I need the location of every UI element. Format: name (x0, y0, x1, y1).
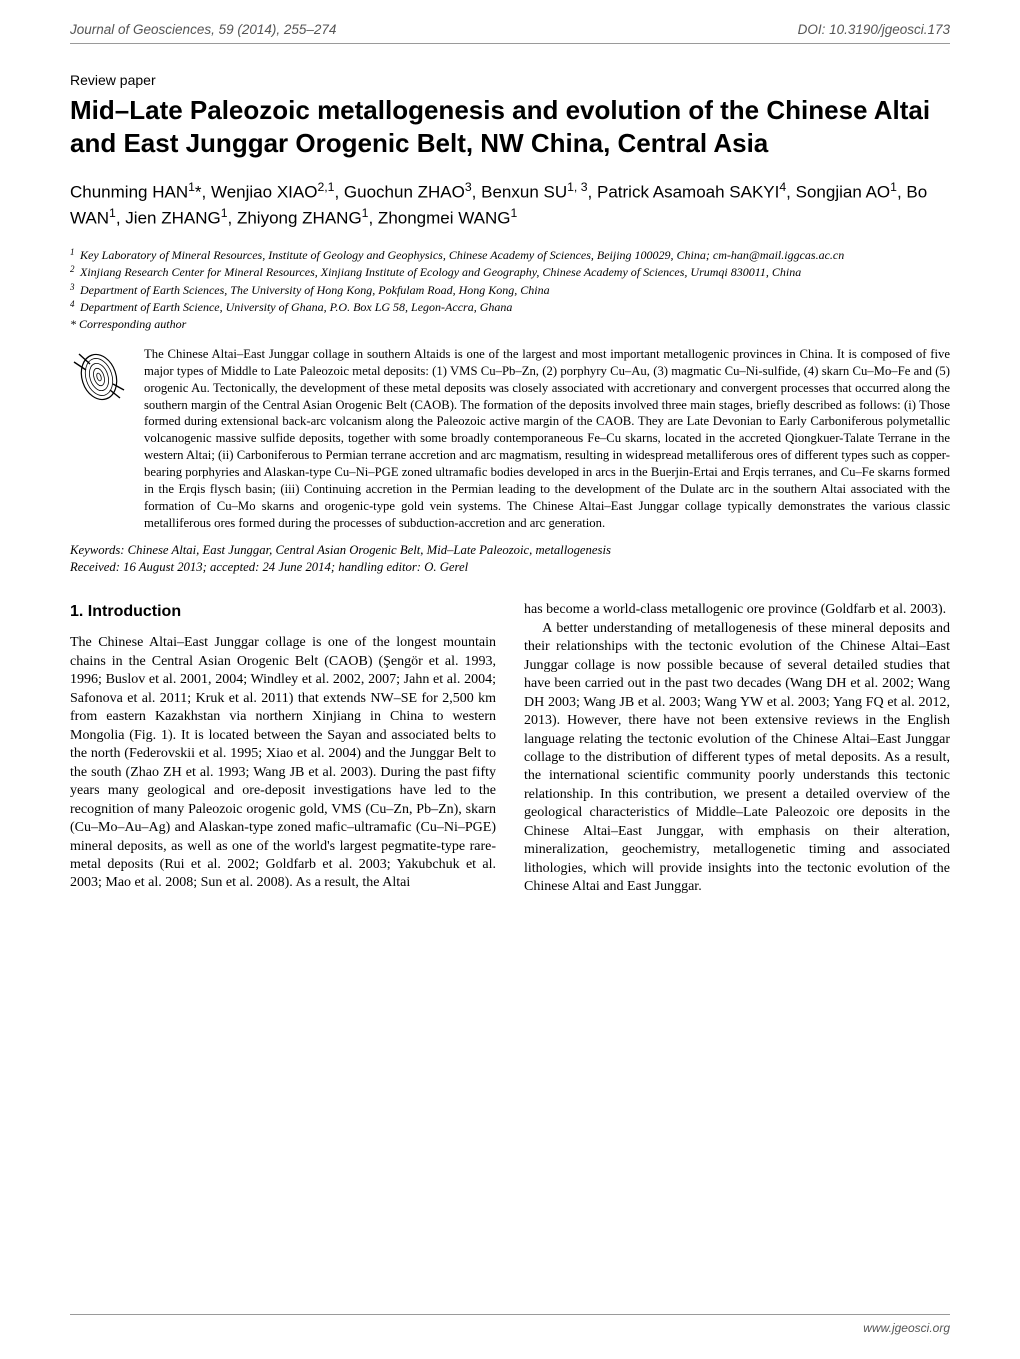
affiliation-text: Xinjiang Research Center for Mineral Res… (80, 264, 801, 280)
received-accepted: Received: 16 August 2013; accepted: 24 J… (70, 559, 950, 577)
doi: DOI: 10.3190/jgeosci.173 (798, 22, 950, 37)
article-title: Mid–Late Paleozoic metallogenesis and ev… (70, 94, 950, 161)
column-right: has become a world-class metallogenic or… (524, 601, 950, 897)
footer-url: www.jgeosci.org (863, 1321, 950, 1335)
affiliations-block: 1Key Laboratory of Mineral Resources, In… (70, 247, 950, 315)
body-paragraph: The Chinese Altai–East Junggar collage i… (70, 634, 496, 893)
affiliation-line: 3Department of Earth Sciences, The Unive… (70, 282, 940, 298)
abstract-text: The Chinese Altai–East Junggar collage i… (144, 346, 950, 532)
keywords-received-block: Keywords: Chinese Altai, East Junggar, C… (70, 542, 950, 578)
body-columns: 1. Introduction The Chinese Altai–East J… (70, 601, 950, 897)
corresponding-author-note: * Corresponding author (70, 317, 950, 332)
section-heading-introduction: 1. Introduction (70, 601, 496, 622)
affiliation-text: Department of Earth Science, University … (80, 299, 512, 315)
affiliation-line: 1Key Laboratory of Mineral Resources, In… (70, 247, 940, 263)
running-header: Journal of Geosciences, 59 (2014), 255–2… (0, 0, 1020, 43)
author-list: Chunming HAN1*, Wenjiao XIAO2,1, Guochun… (70, 179, 950, 232)
affiliation-line: 2Xinjiang Research Center for Mineral Re… (70, 264, 940, 280)
affiliation-number: 2 (70, 263, 80, 279)
affiliation-line: 4Department of Earth Science, University… (70, 299, 940, 315)
affiliation-number: 1 (70, 246, 80, 262)
page-content: Review paper Mid–Late Paleozoic metallog… (0, 44, 1020, 897)
journal-reference: Journal of Geosciences, 59 (2014), 255–2… (70, 22, 336, 37)
affiliation-text: Key Laboratory of Mineral Resources, Ins… (80, 247, 844, 263)
fingerprint-lens-icon (70, 348, 128, 532)
article-type-label: Review paper (70, 72, 950, 88)
footer-rule (70, 1314, 950, 1315)
affiliation-number: 3 (70, 281, 80, 297)
body-paragraph: A better understanding of metallogenesis… (524, 620, 950, 897)
keywords: Keywords: Chinese Altai, East Junggar, C… (70, 542, 950, 560)
affiliation-text: Department of Earth Sciences, The Univer… (80, 282, 550, 298)
abstract-block: The Chinese Altai–East Junggar collage i… (70, 346, 950, 532)
body-paragraph: has become a world-class metallogenic or… (524, 601, 950, 619)
affiliation-number: 4 (70, 298, 80, 314)
column-left: 1. Introduction The Chinese Altai–East J… (70, 601, 496, 897)
